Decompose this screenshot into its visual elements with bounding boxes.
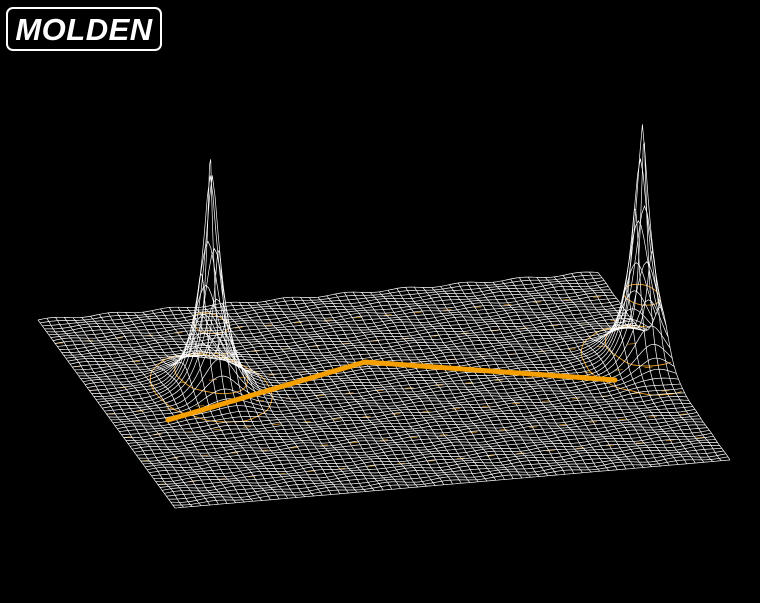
mesh-line-v	[326, 295, 462, 484]
mesh-line-v	[519, 277, 653, 467]
mesh-line-v	[405, 287, 540, 477]
mesh-line-v	[300, 297, 436, 486]
mesh-line-v	[204, 306, 341, 494]
mesh-line-v	[562, 275, 696, 464]
mesh-line-v	[440, 286, 575, 474]
mesh-line-v	[90, 315, 228, 504]
mesh-line-v	[142, 272, 280, 500]
mesh-line-v	[81, 317, 219, 505]
contour-dash	[55, 295, 615, 344]
mesh-line-u	[37, 271, 599, 321]
contour-ring	[580, 326, 682, 396]
molden-logo-button[interactable]: MOLDEN	[6, 7, 162, 51]
mesh-line-v	[396, 288, 531, 478]
mesh-line-v	[379, 291, 514, 479]
mesh-line-v	[387, 290, 523, 479]
mesh-line-v	[186, 307, 323, 496]
mesh-line-v	[160, 250, 297, 498]
contour-dash	[140, 412, 698, 462]
contour-dash	[106, 365, 665, 415]
mesh-line-v	[72, 317, 210, 506]
mesh-line-v	[46, 318, 184, 508]
mesh-line-u	[61, 303, 621, 353]
mesh-line-v	[125, 312, 262, 501]
mesh-line-v	[571, 208, 705, 463]
mesh-line-v	[580, 142, 713, 462]
mesh-line-u	[164, 445, 720, 494]
mesh-line-v	[107, 312, 245, 503]
mesh-line-v	[212, 304, 349, 494]
mesh-line-u	[59, 300, 619, 350]
mesh-line-u	[138, 409, 695, 459]
mesh-line-v	[239, 302, 375, 491]
mesh-line-v	[449, 284, 583, 473]
mesh-line-v	[422, 287, 557, 476]
mesh-line-v	[230, 302, 367, 492]
contour-dash	[89, 342, 648, 391]
mesh-line-v	[352, 291, 488, 482]
mesh-line-u	[44, 280, 605, 330]
mesh-line-u	[52, 292, 613, 341]
mesh-line-u	[46, 283, 607, 333]
wireframe-mesh	[37, 124, 731, 509]
mesh-line-v	[247, 302, 384, 491]
contour-dash	[123, 389, 681, 438]
mesh-line-v	[177, 307, 315, 497]
mesh-line-u	[55, 295, 615, 344]
mesh-line-v	[37, 319, 176, 509]
mesh-line-v	[414, 286, 549, 476]
mesh-line-v	[151, 159, 288, 499]
mesh-line-v	[221, 303, 358, 493]
mesh-line-v	[282, 297, 419, 488]
mesh-line-v	[64, 317, 202, 506]
mesh-line-v	[545, 277, 679, 465]
mesh-line-v	[457, 282, 592, 473]
mesh-line-v	[589, 250, 722, 461]
mesh-line-v	[370, 292, 505, 480]
mesh-line-v	[536, 277, 670, 466]
mesh-line-v	[274, 299, 410, 488]
mesh-line-v	[265, 301, 401, 489]
mesh-line-u	[170, 453, 726, 503]
mesh-line-v	[431, 287, 566, 475]
mesh-line-u	[70, 315, 629, 365]
mesh-line-v	[169, 307, 306, 497]
mesh-line-v	[527, 276, 661, 467]
mesh-line-v	[309, 297, 445, 485]
mesh-line-v	[501, 280, 635, 469]
mesh-line-v	[55, 317, 193, 507]
molden-logo-text: MOLDEN	[15, 11, 153, 47]
mesh-line-v	[361, 292, 497, 481]
mesh-line-v	[134, 312, 271, 500]
mesh-line-v	[554, 276, 687, 464]
mesh-line-v	[510, 278, 644, 468]
mesh-line-v	[335, 293, 471, 483]
mesh-line-v	[597, 272, 731, 461]
mesh-line-v	[256, 302, 393, 490]
mesh-line-u	[162, 442, 718, 491]
mesh-line-v	[317, 296, 453, 485]
mesh-line-v	[344, 292, 479, 482]
reaction-path-line	[165, 359, 618, 423]
mesh-line-v	[116, 312, 254, 502]
mesh-line-v	[99, 314, 236, 503]
mesh-line-v	[466, 281, 601, 472]
mesh-line-v	[291, 297, 427, 487]
